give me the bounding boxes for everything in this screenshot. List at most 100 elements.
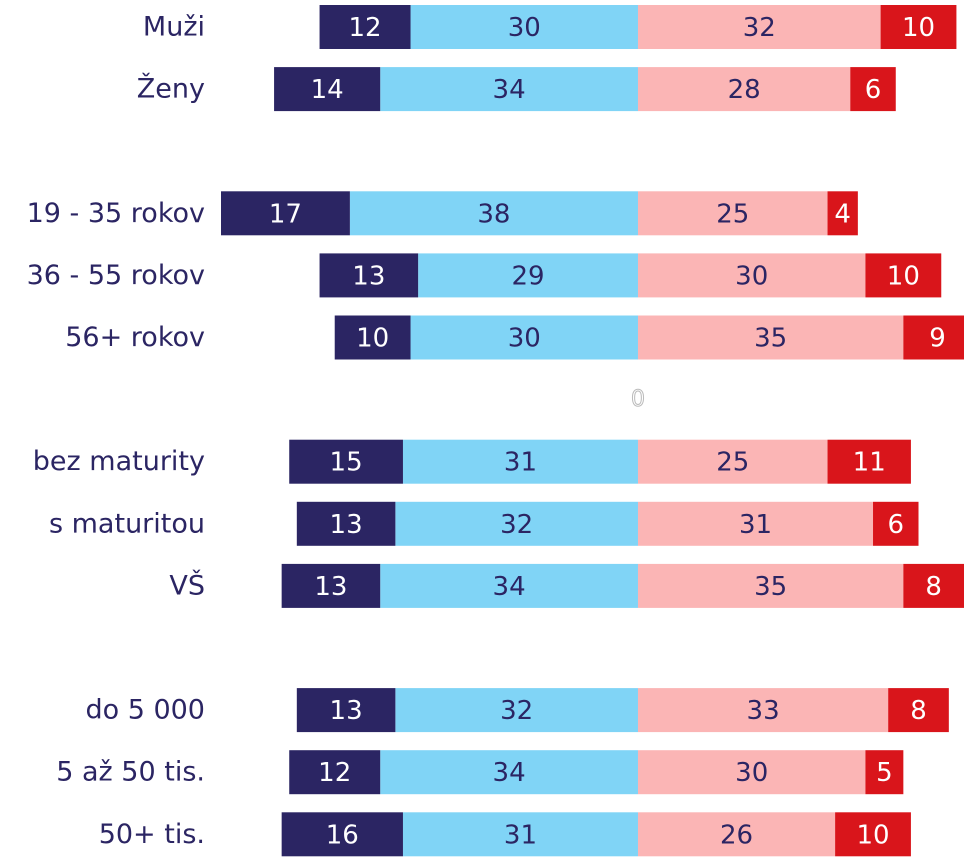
bar-segment (402, 812, 638, 857)
value-label: 10 (887, 261, 920, 291)
category-label: 50+ tis. (99, 819, 205, 850)
category-label: 56+ rokov (65, 322, 205, 353)
bar-segment (835, 812, 911, 857)
value-label: 26 (720, 820, 753, 850)
bar-segment (637, 688, 889, 733)
bar-segment (637, 315, 904, 360)
bar-segment (903, 563, 964, 608)
value-label: 34 (493, 572, 526, 602)
value-label: 4 (834, 199, 851, 229)
value-label: 10 (856, 820, 889, 850)
category-label: 19 - 35 rokov (27, 198, 205, 229)
value-label: 15 (330, 448, 363, 478)
value-label: 32 (500, 696, 533, 726)
category-label: Muži (143, 12, 205, 43)
bar-segment (281, 563, 381, 608)
value-label: 5 (876, 758, 893, 788)
bar-segment (319, 5, 411, 49)
value-label: 12 (349, 13, 382, 43)
value-label: 10 (902, 13, 935, 43)
bar-segment (380, 750, 638, 795)
value-label: 11 (853, 448, 886, 478)
bar-segment (850, 67, 896, 112)
value-label: 13 (314, 572, 347, 602)
value-label: 6 (887, 510, 904, 540)
bar-segment (637, 563, 904, 608)
value-label: 13 (330, 696, 363, 726)
bar-segment (637, 750, 866, 795)
bar-segment (380, 67, 638, 112)
value-label: 31 (739, 510, 772, 540)
value-label: 30 (735, 758, 768, 788)
bar-segment (289, 439, 403, 484)
bar-segment (334, 315, 411, 360)
value-label: 33 (747, 696, 780, 726)
bar-segment (637, 501, 874, 546)
value-label: 10 (356, 324, 389, 354)
value-label: 8 (925, 572, 942, 602)
bar-segment (281, 812, 403, 857)
bar-segment (865, 253, 942, 298)
bar-segment (873, 501, 919, 546)
value-label: 31 (504, 448, 537, 478)
value-label: 12 (318, 758, 351, 788)
bar-segment (637, 191, 828, 236)
bar-segment (637, 439, 828, 484)
bar-segment (637, 253, 866, 298)
bar-segment (395, 688, 638, 733)
category-label: s maturitou (49, 508, 205, 539)
bar-segment (395, 501, 638, 546)
value-label: 16 (326, 820, 359, 850)
bar-segment (349, 191, 638, 236)
bar-segment (637, 812, 836, 857)
value-label: 14 (311, 75, 344, 105)
bar-segment (418, 253, 638, 298)
bar-segment (289, 750, 381, 795)
category-label: do 5 000 (85, 695, 205, 726)
category-label: bez maturity (33, 446, 205, 477)
value-label: 17 (269, 199, 302, 229)
value-label: 30 (508, 324, 541, 354)
bar-segment (274, 67, 381, 112)
value-label: 9 (929, 324, 946, 354)
value-label: 38 (477, 199, 510, 229)
value-label: 13 (352, 261, 385, 291)
category-label: 5 až 50 tis. (56, 757, 205, 788)
value-label: 32 (500, 510, 533, 540)
category-label: 36 - 55 rokov (27, 260, 205, 291)
bar-segment (410, 315, 638, 360)
value-label: 31 (504, 820, 537, 850)
value-label: 25 (716, 199, 749, 229)
bar-segment (880, 5, 957, 49)
bar-segment (221, 191, 350, 236)
category-label: Ženy (137, 73, 205, 105)
bar-segment (402, 439, 638, 484)
value-label: 28 (728, 75, 761, 105)
bar-segment (903, 315, 964, 360)
value-label: 34 (493, 75, 526, 105)
bar-segment (296, 501, 396, 546)
category-label: VŠ (169, 569, 205, 601)
bar-segment (637, 67, 851, 112)
bar-segment (827, 439, 911, 484)
value-label: 30 (735, 261, 768, 291)
value-label: 35 (754, 572, 787, 602)
value-label: 25 (716, 448, 749, 478)
value-label: 6 (865, 75, 882, 105)
bar-segment (410, 5, 638, 49)
value-label: 35 (754, 324, 787, 354)
bar-segment (296, 688, 396, 733)
value-label: 8 (910, 696, 927, 726)
value-label: 32 (743, 13, 776, 43)
bar-segment (637, 5, 881, 49)
bar-segment (888, 688, 949, 733)
value-label: 13 (330, 510, 363, 540)
bar-segment (827, 191, 858, 236)
bar-segment (380, 563, 638, 608)
x-tick-label: 0 (631, 387, 645, 412)
bar-segment (865, 750, 904, 795)
value-label: 30 (508, 13, 541, 43)
value-label: 29 (512, 261, 545, 291)
value-label: 34 (493, 758, 526, 788)
